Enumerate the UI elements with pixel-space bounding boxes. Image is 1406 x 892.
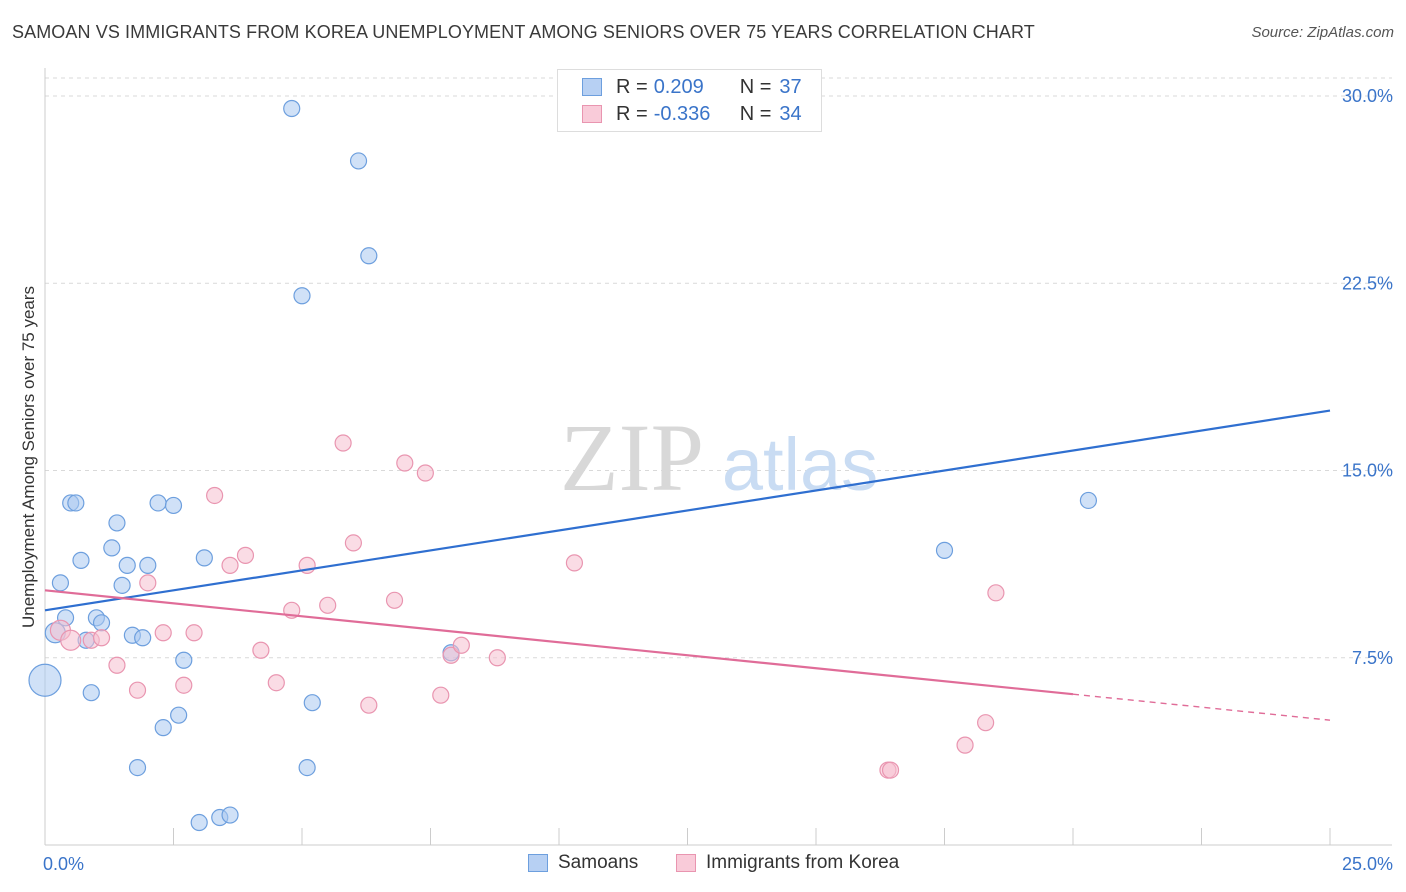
source-label: Source: ZipAtlas.com bbox=[1251, 24, 1394, 41]
legend-row-samoans: R = 0.209 N = 37 bbox=[582, 74, 802, 100]
x-tick-label: 25.0% bbox=[1342, 854, 1393, 874]
legend-item-samoans[interactable]: Samoans bbox=[528, 852, 638, 874]
samoans-point[interactable] bbox=[118, 556, 136, 574]
korea-point[interactable] bbox=[452, 636, 470, 654]
legend-label-samoans: Samoans bbox=[558, 852, 639, 873]
korea-point[interactable] bbox=[221, 556, 239, 574]
samoans-point[interactable] bbox=[103, 539, 121, 557]
samoans-point[interactable] bbox=[170, 706, 188, 724]
samoans-point[interactable] bbox=[149, 494, 167, 512]
samoans-point[interactable] bbox=[67, 494, 85, 512]
samoans-swatch bbox=[582, 78, 602, 96]
samoans-point[interactable] bbox=[195, 549, 213, 567]
samoans-legend-swatch bbox=[528, 854, 548, 872]
y-tick-label: 15.0% bbox=[1342, 461, 1393, 481]
samoans-point[interactable] bbox=[298, 759, 316, 777]
korea-trend-line-extension bbox=[1072, 693, 1331, 721]
korea-point[interactable] bbox=[416, 464, 434, 482]
chart-title: SAMOAN VS IMMIGRANTS FROM KOREA UNEMPLOY… bbox=[12, 22, 1035, 42]
samoans-point[interactable] bbox=[303, 694, 321, 712]
n-value: 34 bbox=[779, 102, 802, 125]
samoans-point[interactable] bbox=[349, 152, 368, 170]
korea-point[interactable] bbox=[108, 656, 126, 674]
samoans-trend-line bbox=[44, 409, 1331, 612]
n-value: 37 bbox=[779, 75, 802, 98]
y-tick-label: 30.0% bbox=[1342, 86, 1393, 106]
samoans-point[interactable] bbox=[51, 574, 70, 592]
korea-point[interactable] bbox=[987, 584, 1005, 602]
samoans-point[interactable] bbox=[154, 719, 172, 737]
y-axis-label: Unemployment Among Seniors over 75 years bbox=[19, 286, 38, 628]
y-tick-label: 7.5% bbox=[1352, 648, 1393, 668]
korea-point[interactable] bbox=[977, 714, 995, 732]
series-legend: Samoans Immigrants from Korea bbox=[0, 852, 1406, 876]
legend-item-korea[interactable]: Immigrants from Korea bbox=[676, 852, 899, 874]
samoans-point[interactable] bbox=[28, 663, 62, 697]
korea-legend-swatch bbox=[676, 854, 696, 872]
correlation-legend: R = 0.209 N = 37 R = -0.336 N = 34 bbox=[557, 69, 822, 132]
r-value: -0.336 bbox=[653, 102, 711, 125]
korea-point[interactable] bbox=[252, 641, 270, 659]
samoans-point[interactable] bbox=[164, 496, 183, 515]
korea-point[interactable] bbox=[396, 454, 414, 472]
korea-point[interactable] bbox=[267, 674, 285, 692]
samoans-point[interactable] bbox=[1079, 491, 1098, 510]
axis-layer: 7.5% 15.0% 22.5% 30.0% 0.0% 25.0% bbox=[43, 68, 1393, 874]
n-label: N = bbox=[739, 102, 772, 125]
korea-point[interactable] bbox=[881, 761, 900, 779]
samoans-point[interactable] bbox=[283, 99, 301, 118]
samoans-point[interactable] bbox=[134, 629, 152, 647]
korea-point[interactable] bbox=[60, 629, 82, 651]
korea-point[interactable] bbox=[442, 646, 460, 664]
samoans-point[interactable] bbox=[935, 541, 954, 559]
points-layer bbox=[28, 99, 1098, 832]
n-label: N = bbox=[739, 75, 772, 98]
korea-point[interactable] bbox=[385, 591, 404, 609]
y-tick-label: 22.5% bbox=[1342, 273, 1393, 293]
korea-point[interactable] bbox=[565, 554, 584, 572]
korea-point[interactable] bbox=[139, 574, 157, 592]
legend-row-korea: R = -0.336 N = 34 bbox=[582, 101, 802, 127]
samoans-point[interactable] bbox=[92, 614, 111, 632]
korea-point[interactable] bbox=[488, 649, 506, 667]
samoans-point[interactable] bbox=[190, 813, 208, 832]
samoans-point[interactable] bbox=[82, 684, 100, 702]
r-value: 0.209 bbox=[653, 75, 704, 98]
korea-point[interactable] bbox=[334, 434, 352, 452]
samoans-point[interactable] bbox=[360, 247, 378, 265]
samoans-point[interactable] bbox=[139, 556, 157, 574]
korea-point[interactable] bbox=[206, 486, 224, 505]
trend-layer bbox=[44, 409, 1331, 721]
samoans-point[interactable] bbox=[293, 287, 311, 305]
korea-point[interactable] bbox=[236, 546, 255, 564]
korea-point[interactable] bbox=[175, 676, 193, 694]
watermark-zip: ZIP bbox=[560, 404, 704, 511]
r-label: R = bbox=[616, 75, 648, 98]
grid-layer bbox=[45, 77, 1392, 659]
r-label: R = bbox=[616, 102, 648, 125]
korea-point[interactable] bbox=[128, 681, 147, 699]
korea-point[interactable] bbox=[344, 534, 362, 552]
korea-point[interactable] bbox=[319, 596, 337, 614]
samoans-point[interactable] bbox=[128, 759, 147, 777]
samoans-point[interactable] bbox=[175, 651, 193, 669]
samoans-point[interactable] bbox=[221, 806, 239, 824]
korea-point[interactable] bbox=[92, 629, 111, 647]
korea-point[interactable] bbox=[432, 686, 450, 704]
korea-point[interactable] bbox=[956, 736, 974, 754]
legend-label-korea: Immigrants from Korea bbox=[706, 852, 900, 873]
korea-point[interactable] bbox=[154, 624, 172, 642]
korea-swatch bbox=[582, 105, 602, 123]
samoans-point[interactable] bbox=[113, 576, 131, 594]
x-tick-label: 0.0% bbox=[43, 854, 84, 874]
samoans-point[interactable] bbox=[72, 551, 90, 569]
samoans-point[interactable] bbox=[108, 514, 126, 532]
korea-point[interactable] bbox=[185, 624, 203, 642]
korea-trend-line bbox=[44, 589, 1074, 696]
korea-point[interactable] bbox=[360, 696, 378, 714]
